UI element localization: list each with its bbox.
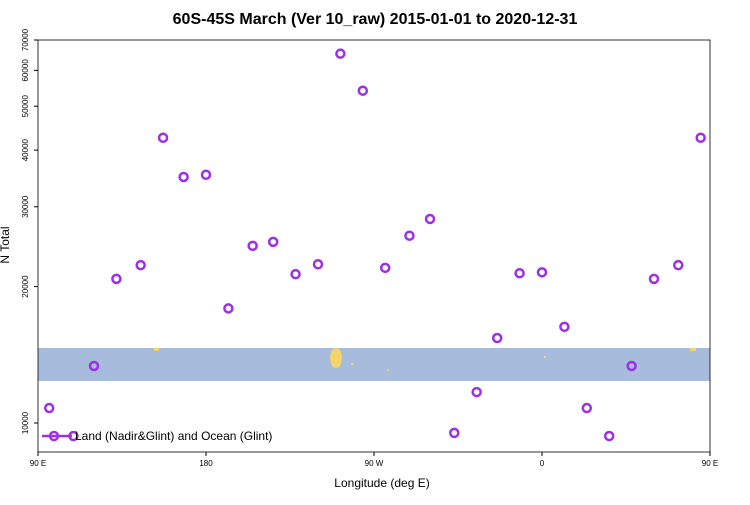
point bbox=[223, 303, 234, 314]
point bbox=[648, 273, 660, 285]
point bbox=[404, 230, 415, 241]
y-tick-label: 70000 bbox=[21, 28, 30, 51]
point bbox=[312, 259, 324, 270]
y-tick-label: 10000 bbox=[21, 411, 30, 434]
chart-title: 60S-45S March (Ver 10_raw) 2015-01-01 to… bbox=[173, 11, 578, 28]
point bbox=[267, 236, 279, 248]
point bbox=[471, 386, 482, 398]
x-tick-label: 90 E bbox=[702, 459, 718, 468]
y-tick-label: 30000 bbox=[21, 195, 30, 218]
point bbox=[379, 262, 391, 274]
point bbox=[43, 402, 55, 414]
y-tick-label: 60000 bbox=[21, 59, 30, 82]
y-axis-title: N Total bbox=[0, 226, 12, 263]
point bbox=[536, 267, 548, 278]
y-tick-label: 40000 bbox=[21, 138, 30, 161]
y-tick-label: 50000 bbox=[21, 95, 30, 118]
point bbox=[290, 268, 301, 280]
legend-label: Land (Nadir&Glint) and Ocean (Glint) bbox=[75, 429, 272, 443]
point bbox=[135, 259, 146, 271]
map-band bbox=[38, 348, 710, 381]
point bbox=[581, 402, 593, 414]
point bbox=[673, 259, 684, 271]
point bbox=[424, 213, 436, 225]
plot-frame bbox=[37, 39, 711, 453]
x-tick-label: 90 W bbox=[365, 459, 384, 468]
x-tick-label: 180 bbox=[199, 459, 213, 468]
point bbox=[200, 169, 212, 180]
x-axis-title: Longitude (deg E) bbox=[334, 476, 429, 490]
point bbox=[88, 360, 100, 372]
point bbox=[603, 430, 615, 442]
point bbox=[178, 171, 189, 183]
point bbox=[491, 332, 503, 344]
point bbox=[559, 321, 570, 333]
x-tick-label: 0 bbox=[540, 459, 545, 468]
y-tick-label: 20000 bbox=[21, 275, 30, 298]
point bbox=[449, 427, 460, 439]
point bbox=[247, 240, 258, 252]
legend-marker bbox=[48, 430, 60, 442]
point bbox=[626, 360, 637, 372]
point bbox=[357, 85, 369, 96]
point bbox=[111, 273, 122, 285]
point bbox=[514, 268, 525, 279]
point bbox=[157, 132, 169, 144]
x-tick-label: 90 E bbox=[30, 459, 46, 468]
point bbox=[695, 132, 706, 144]
point bbox=[335, 48, 346, 59]
